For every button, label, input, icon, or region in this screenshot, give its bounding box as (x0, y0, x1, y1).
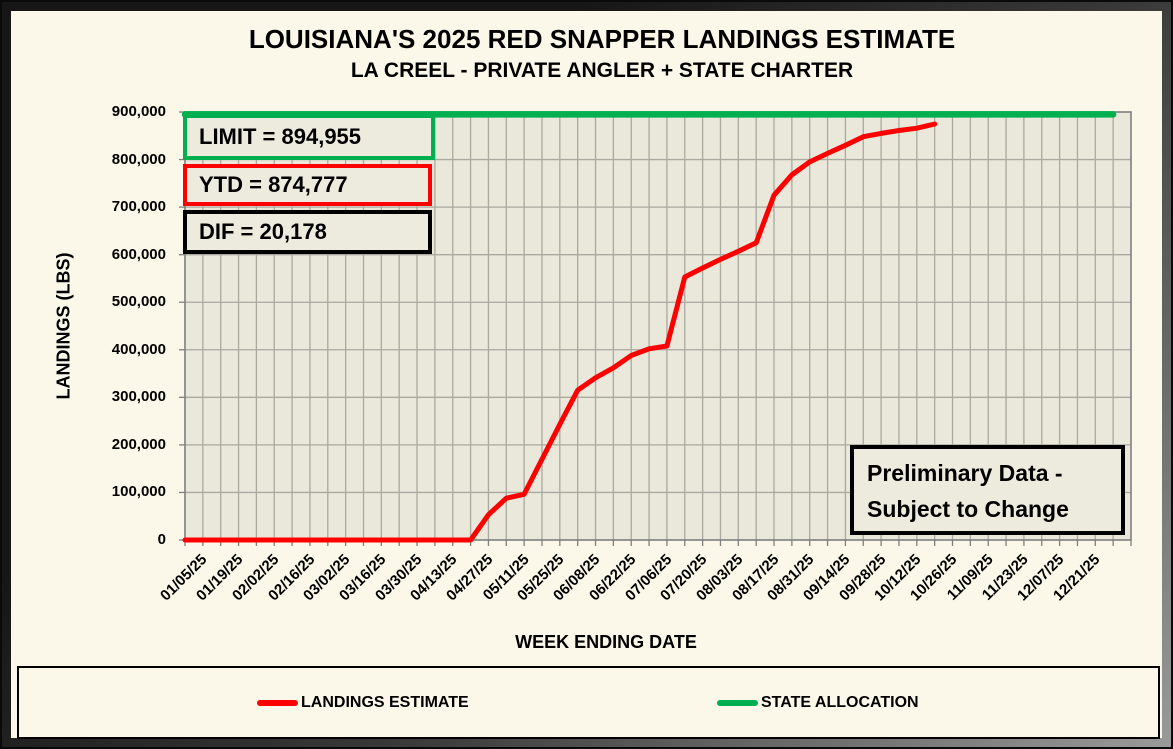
chart-subtitle: LA CREEL - PRIVATE ANGLER + STATE CHARTE… (350, 59, 854, 82)
y-tick-label: 300,000 (111, 388, 166, 405)
y-tick-label: 700,000 (111, 198, 166, 215)
legend-entry-landings-estimate: LANDINGS ESTIMATE (257, 668, 469, 737)
legend-entry-state-allocation: STATE ALLOCATION (717, 668, 919, 737)
chart-title: LOUISIANA'S 2025 RED SNAPPER LANDINGS ES… (248, 24, 956, 54)
y-tick-label: 200,000 (111, 436, 166, 453)
y-tick-label: 400,000 (111, 341, 166, 358)
preliminary-data-note-box: Preliminary Data - Subject to Change (850, 445, 1125, 535)
limit-annotation-text: LIMIT = 894,955 (199, 124, 362, 149)
y-tick-label: 100,000 (111, 483, 166, 500)
limit-annotation-box: LIMIT = 894,955 (183, 114, 435, 160)
y-tick-label: 800,000 (111, 151, 166, 168)
ytd-annotation-text: YTD = 874,777 (199, 172, 348, 197)
dif-annotation-text: DIF = 20,178 (199, 219, 327, 244)
y-tick-label: 600,000 (111, 246, 166, 263)
y-tick-label: 900,000 (111, 103, 166, 120)
dif-annotation-box: DIF = 20,178 (183, 210, 432, 254)
y-tick-label: 0 (157, 531, 166, 548)
legend-line-swatch-red (257, 699, 298, 706)
ytd-annotation-box: YTD = 874,777 (183, 164, 432, 206)
y-axis-title: LANDINGS (LBS) (53, 252, 74, 400)
legend-line-swatch-green (717, 699, 758, 706)
legend: LANDINGS ESTIMATE STATE ALLOCATION (17, 666, 1160, 739)
preliminary-note-line2: Subject to Change (867, 496, 1069, 522)
legend-label-landings-estimate: LANDINGS ESTIMATE (301, 693, 469, 711)
legend-label-state-allocation: STATE ALLOCATION (761, 693, 919, 711)
x-axis-title: WEEK ENDING DATE (515, 632, 697, 652)
y-tick-label: 500,000 (111, 293, 166, 310)
preliminary-note-line1: Preliminary Data - (867, 460, 1063, 486)
